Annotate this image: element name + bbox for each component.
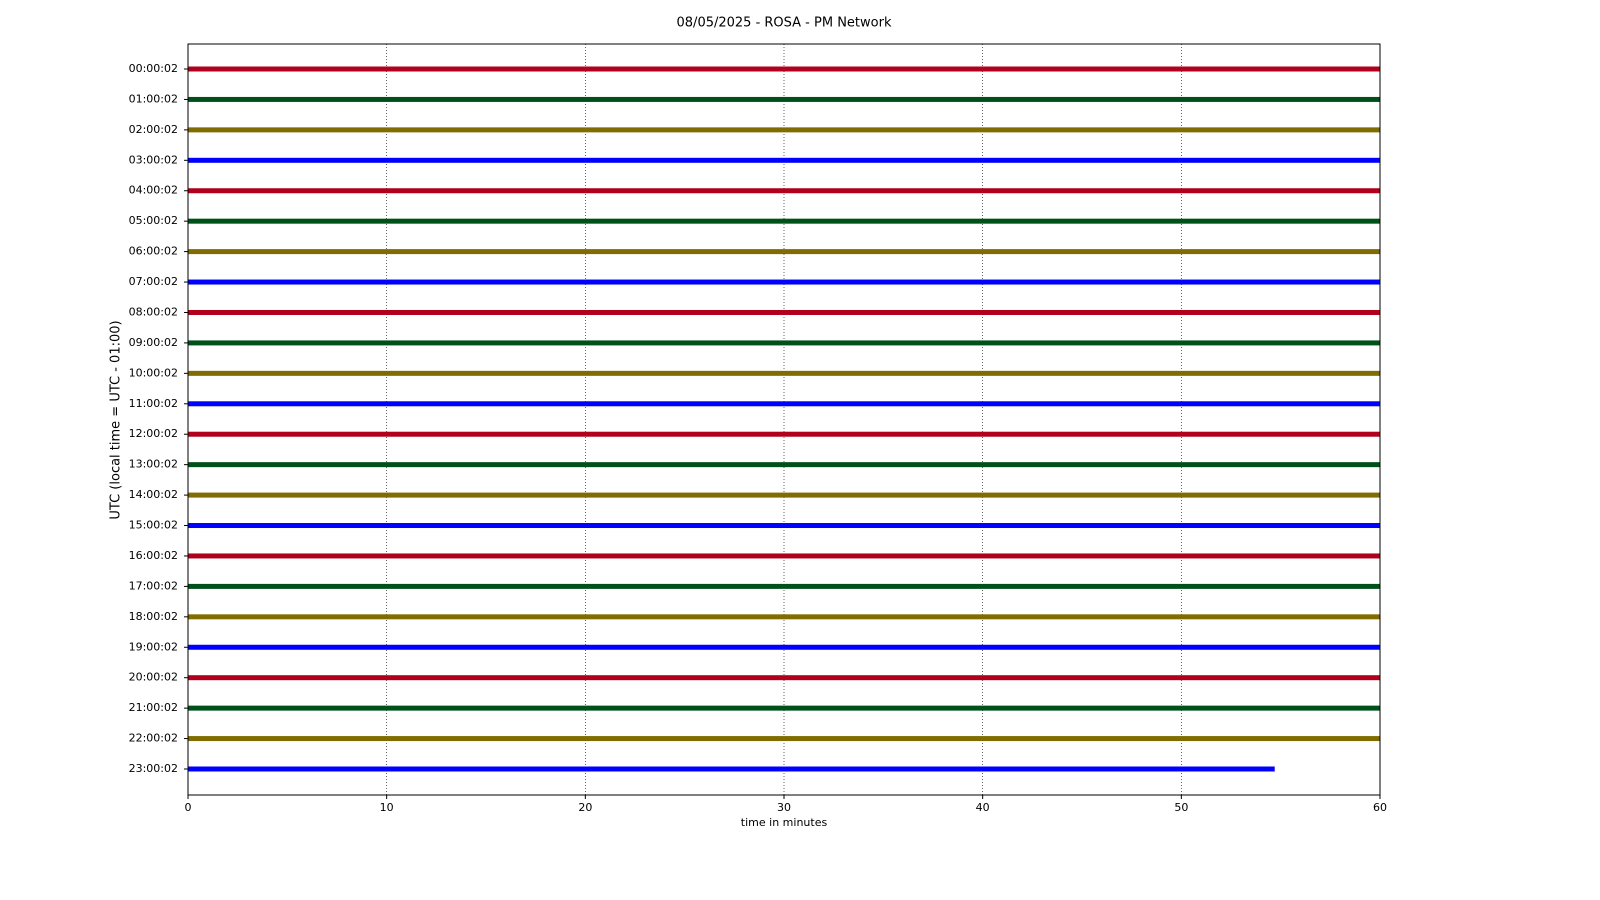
y-tick-label: 21:00:02 xyxy=(129,701,178,714)
trace xyxy=(188,705,1380,711)
trace xyxy=(188,279,1380,285)
y-tick-label: 08:00:02 xyxy=(129,305,178,318)
trace xyxy=(188,370,1380,376)
y-tick-label: 15:00:02 xyxy=(129,519,178,532)
y-tick-label: 13:00:02 xyxy=(129,458,178,471)
plot-frame xyxy=(187,43,1381,796)
trace xyxy=(188,157,1380,163)
x-tick-label: 50 xyxy=(1174,801,1188,814)
y-tick-label: 14:00:02 xyxy=(129,488,178,501)
trace xyxy=(188,218,1380,224)
x-axis-label: time in minutes xyxy=(741,816,828,829)
y-tick-label: 03:00:02 xyxy=(129,153,178,166)
y-tick-label: 02:00:02 xyxy=(129,123,178,136)
x-tick-label: 0 xyxy=(185,801,192,814)
trace xyxy=(188,766,1275,772)
trace xyxy=(188,96,1380,102)
x-tick-label: 20 xyxy=(578,801,592,814)
trace xyxy=(188,401,1380,407)
y-tick-label: 10:00:02 xyxy=(129,366,178,379)
trace xyxy=(188,492,1380,498)
trace xyxy=(188,736,1380,742)
y-tick-label: 04:00:02 xyxy=(129,184,178,197)
y-tick-label: 06:00:02 xyxy=(129,245,178,258)
trace xyxy=(188,249,1380,255)
x-tick-label: 40 xyxy=(976,801,990,814)
trace xyxy=(188,340,1380,346)
y-tick-label: 09:00:02 xyxy=(129,336,178,349)
trace xyxy=(188,309,1380,315)
x-tick-label: 10 xyxy=(380,801,394,814)
y-axis-label: UTC (local time = UTC - 01:00) xyxy=(109,320,124,519)
trace xyxy=(188,523,1380,529)
trace xyxy=(188,675,1380,681)
trace xyxy=(188,583,1380,589)
y-tick-label: 07:00:02 xyxy=(129,275,178,288)
x-tick-label: 60 xyxy=(1373,801,1387,814)
y-tick-label: 17:00:02 xyxy=(129,579,178,592)
trace xyxy=(188,462,1380,468)
trace xyxy=(188,127,1380,133)
trace xyxy=(188,614,1380,620)
y-tick-label: 11:00:02 xyxy=(129,397,178,410)
chart-title: 08/05/2025 - ROSA - PM Network xyxy=(677,16,892,31)
x-tick-label: 30 xyxy=(777,801,791,814)
y-tick-label: 20:00:02 xyxy=(129,671,178,684)
trace xyxy=(188,644,1380,650)
trace xyxy=(188,66,1380,72)
y-tick-label: 16:00:02 xyxy=(129,549,178,562)
y-tick-label: 00:00:02 xyxy=(129,62,178,75)
y-tick-label: 23:00:02 xyxy=(129,762,178,775)
trace xyxy=(188,431,1380,437)
y-tick-label: 12:00:02 xyxy=(129,427,178,440)
y-tick-label: 22:00:02 xyxy=(129,732,178,745)
trace xyxy=(188,553,1380,559)
y-tick-label: 05:00:02 xyxy=(129,214,178,227)
y-tick-label: 19:00:02 xyxy=(129,640,178,653)
trace xyxy=(188,188,1380,194)
y-tick-label: 18:00:02 xyxy=(129,610,178,623)
y-tick-label: 01:00:02 xyxy=(129,92,178,105)
